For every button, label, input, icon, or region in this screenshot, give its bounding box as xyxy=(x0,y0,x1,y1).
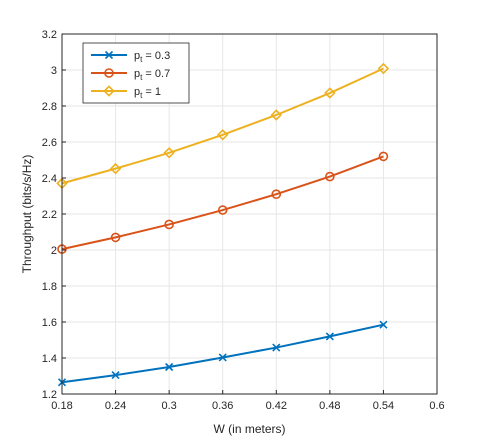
y-tick-label: 1.4 xyxy=(42,353,57,365)
x-tick-label: 0.24 xyxy=(105,400,126,412)
y-tick-label: 2.8 xyxy=(42,101,57,113)
x-tick-label: 0.3 xyxy=(161,400,176,412)
x-tick-label: 0.42 xyxy=(266,400,287,412)
x-tick-label: 0.54 xyxy=(373,400,394,412)
data-point xyxy=(272,343,281,352)
data-point xyxy=(165,362,174,372)
legend-marker xyxy=(104,68,114,78)
x-tick-label: 0.18 xyxy=(51,400,72,412)
legend-item: pt = 0.7 xyxy=(91,68,170,82)
legend-marker xyxy=(103,85,115,97)
data-point xyxy=(164,219,174,230)
data-point xyxy=(216,129,229,141)
y-tick-label: 1.2 xyxy=(42,389,57,401)
x-tick-label: 0.48 xyxy=(319,400,340,412)
data-point xyxy=(325,332,334,341)
y-tick-label: 1.6 xyxy=(42,317,57,329)
legend-label: pt = 0.7 xyxy=(134,68,170,82)
series-line xyxy=(61,67,384,185)
legend-marker xyxy=(104,50,114,60)
data-point xyxy=(324,87,336,99)
legend-item: pt = 1 xyxy=(91,85,161,100)
y-ticks: 1.2 1.4 1.6 1.8 2 2.2 2.4 2.6 2.8 3 3.2 xyxy=(42,29,66,401)
x-axis-label: W (in meters) xyxy=(214,422,286,436)
legend-label: pt = 1 xyxy=(134,86,161,100)
legend: pt = 0.3 pt = 0.7 pt = 1 xyxy=(82,42,190,104)
y-tick-label: 1.8 xyxy=(42,281,57,293)
data-point xyxy=(378,151,389,162)
data-point xyxy=(271,189,282,199)
series-line xyxy=(61,155,384,251)
data-point xyxy=(218,353,227,362)
x-ticks: 0.18 0.24 0.3 0.36 0.42 0.48 0.54 0.6 xyxy=(51,390,445,412)
data-point xyxy=(377,62,390,75)
y-axis-label: Throughput (bits/s/Hz) xyxy=(20,155,34,274)
data-point xyxy=(379,320,388,329)
data-point xyxy=(163,147,175,159)
data-point xyxy=(270,109,283,121)
y-tick-label: 3.2 xyxy=(42,29,57,41)
legend-item: pt = 0.3 xyxy=(91,50,170,64)
y-tick-label: 2.4 xyxy=(42,173,57,185)
x-tick-label: 0.36 xyxy=(212,400,233,412)
data-point xyxy=(109,162,122,175)
data-point xyxy=(110,232,121,243)
data-point xyxy=(217,205,228,215)
series-3 xyxy=(56,62,390,190)
y-tick-label: 2 xyxy=(51,245,57,257)
data-point xyxy=(325,171,335,182)
y-tick-label: 2.2 xyxy=(42,209,57,221)
x-tick-label: 0.6 xyxy=(429,400,444,412)
legend-label: pt = 0.3 xyxy=(134,50,170,64)
y-tick-label: 3 xyxy=(51,65,57,77)
y-tick-label: 2.6 xyxy=(42,137,57,149)
data-point xyxy=(111,371,120,380)
